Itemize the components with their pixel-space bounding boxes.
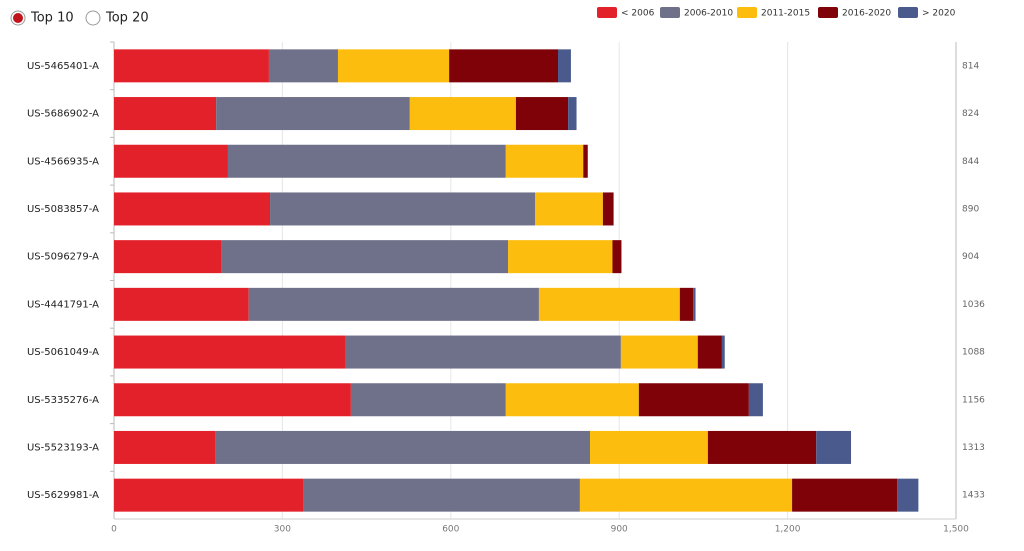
y-tick-label: US-5629981-A <box>27 490 99 501</box>
bar-segment <box>248 287 539 321</box>
total-label: 814 <box>962 61 979 71</box>
total-label: 1036 <box>962 300 985 310</box>
legend-swatch[interactable] <box>597 7 617 18</box>
total-label: 1313 <box>962 443 985 453</box>
bar-segment <box>792 478 898 512</box>
legend-label[interactable]: > 2020 <box>922 9 956 19</box>
legend-label[interactable]: 2016-2020 <box>842 9 891 19</box>
bar-segment <box>538 287 680 321</box>
radio-button[interactable] <box>85 10 101 26</box>
bar-segment <box>535 192 603 226</box>
bar-segment <box>679 287 694 321</box>
legend-label[interactable]: 2006-2010 <box>684 9 733 19</box>
bar-segment <box>114 240 222 274</box>
legend-swatch[interactable] <box>818 7 838 18</box>
y-tick-label: US-5061049-A <box>27 347 99 358</box>
bar-segment <box>505 144 584 178</box>
bar-segment <box>508 240 613 274</box>
bar-segment <box>270 192 535 226</box>
x-tick-label: 900 <box>611 525 628 535</box>
legend-swatch[interactable] <box>660 7 680 18</box>
bar-segment <box>579 478 793 512</box>
radio-label[interactable]: Top 10 <box>30 11 74 26</box>
total-label: 904 <box>962 252 979 262</box>
legend-label[interactable]: < 2006 <box>621 9 655 19</box>
bar-segment <box>602 192 614 226</box>
bar-segment <box>409 97 516 131</box>
legend-label[interactable]: 2011-2015 <box>761 9 810 19</box>
bar-segment <box>114 49 269 83</box>
bar-segment <box>449 49 559 83</box>
bar-segment <box>620 335 698 369</box>
bar-segment <box>268 49 338 83</box>
bar-segment <box>114 144 228 178</box>
bar-segment <box>114 383 351 417</box>
bar-segment <box>748 383 763 417</box>
bar-segment <box>693 287 696 321</box>
bar-segment <box>216 97 410 131</box>
bar-segment <box>583 144 588 178</box>
x-tick-label: 1,500 <box>943 525 969 535</box>
bar-segment <box>505 383 639 417</box>
bar-segment <box>303 478 580 512</box>
y-tick-label: US-5523193-A <box>27 442 99 453</box>
bar-segment <box>568 97 577 131</box>
x-tick-label: 1,200 <box>775 525 801 535</box>
y-tick-label: US-4441791-A <box>27 299 99 310</box>
x-tick-label: 300 <box>274 525 291 535</box>
bar-segment <box>337 49 450 83</box>
legend-swatch[interactable] <box>898 7 918 18</box>
bar-segment <box>697 335 722 369</box>
x-tick-label: 600 <box>442 525 459 535</box>
bar-segment <box>215 430 591 464</box>
bar-segment <box>114 97 217 131</box>
bar-segment <box>114 430 216 464</box>
total-label: 1433 <box>962 491 985 501</box>
x-tick-label: 0 <box>111 525 117 535</box>
y-tick-label: US-5465401-A <box>27 61 99 72</box>
bar-segment <box>221 240 509 274</box>
bar-segment <box>345 335 621 369</box>
radio-dot[interactable] <box>13 13 23 23</box>
bar-segment <box>114 192 271 226</box>
bar-segment <box>897 478 919 512</box>
bar-segment <box>227 144 506 178</box>
radio-label[interactable]: Top 20 <box>105 11 149 26</box>
bar-segment <box>590 430 708 464</box>
bar-segment <box>612 240 622 274</box>
bar-segment <box>707 430 817 464</box>
total-label: 844 <box>962 157 979 167</box>
bar-segment <box>816 430 852 464</box>
bar-segment <box>638 383 749 417</box>
y-tick-label: US-5686902-A <box>27 109 99 120</box>
legend-swatch[interactable] <box>737 7 757 18</box>
total-label: 1156 <box>962 395 985 405</box>
total-label: 890 <box>962 204 979 214</box>
y-tick-label: US-5096279-A <box>27 252 99 263</box>
y-tick-label: US-5083857-A <box>27 204 99 215</box>
bar-segment <box>515 97 569 131</box>
bar-segment <box>114 287 249 321</box>
bar-segment <box>114 478 304 512</box>
total-label: 824 <box>962 109 979 119</box>
total-label: 1088 <box>962 348 985 358</box>
bar-segment <box>721 335 725 369</box>
bar-segment <box>114 335 346 369</box>
y-tick-label: US-4566935-A <box>27 156 99 167</box>
y-tick-label: US-5335276-A <box>27 395 99 406</box>
bar-segment <box>558 49 571 83</box>
bar-segment <box>350 383 506 417</box>
